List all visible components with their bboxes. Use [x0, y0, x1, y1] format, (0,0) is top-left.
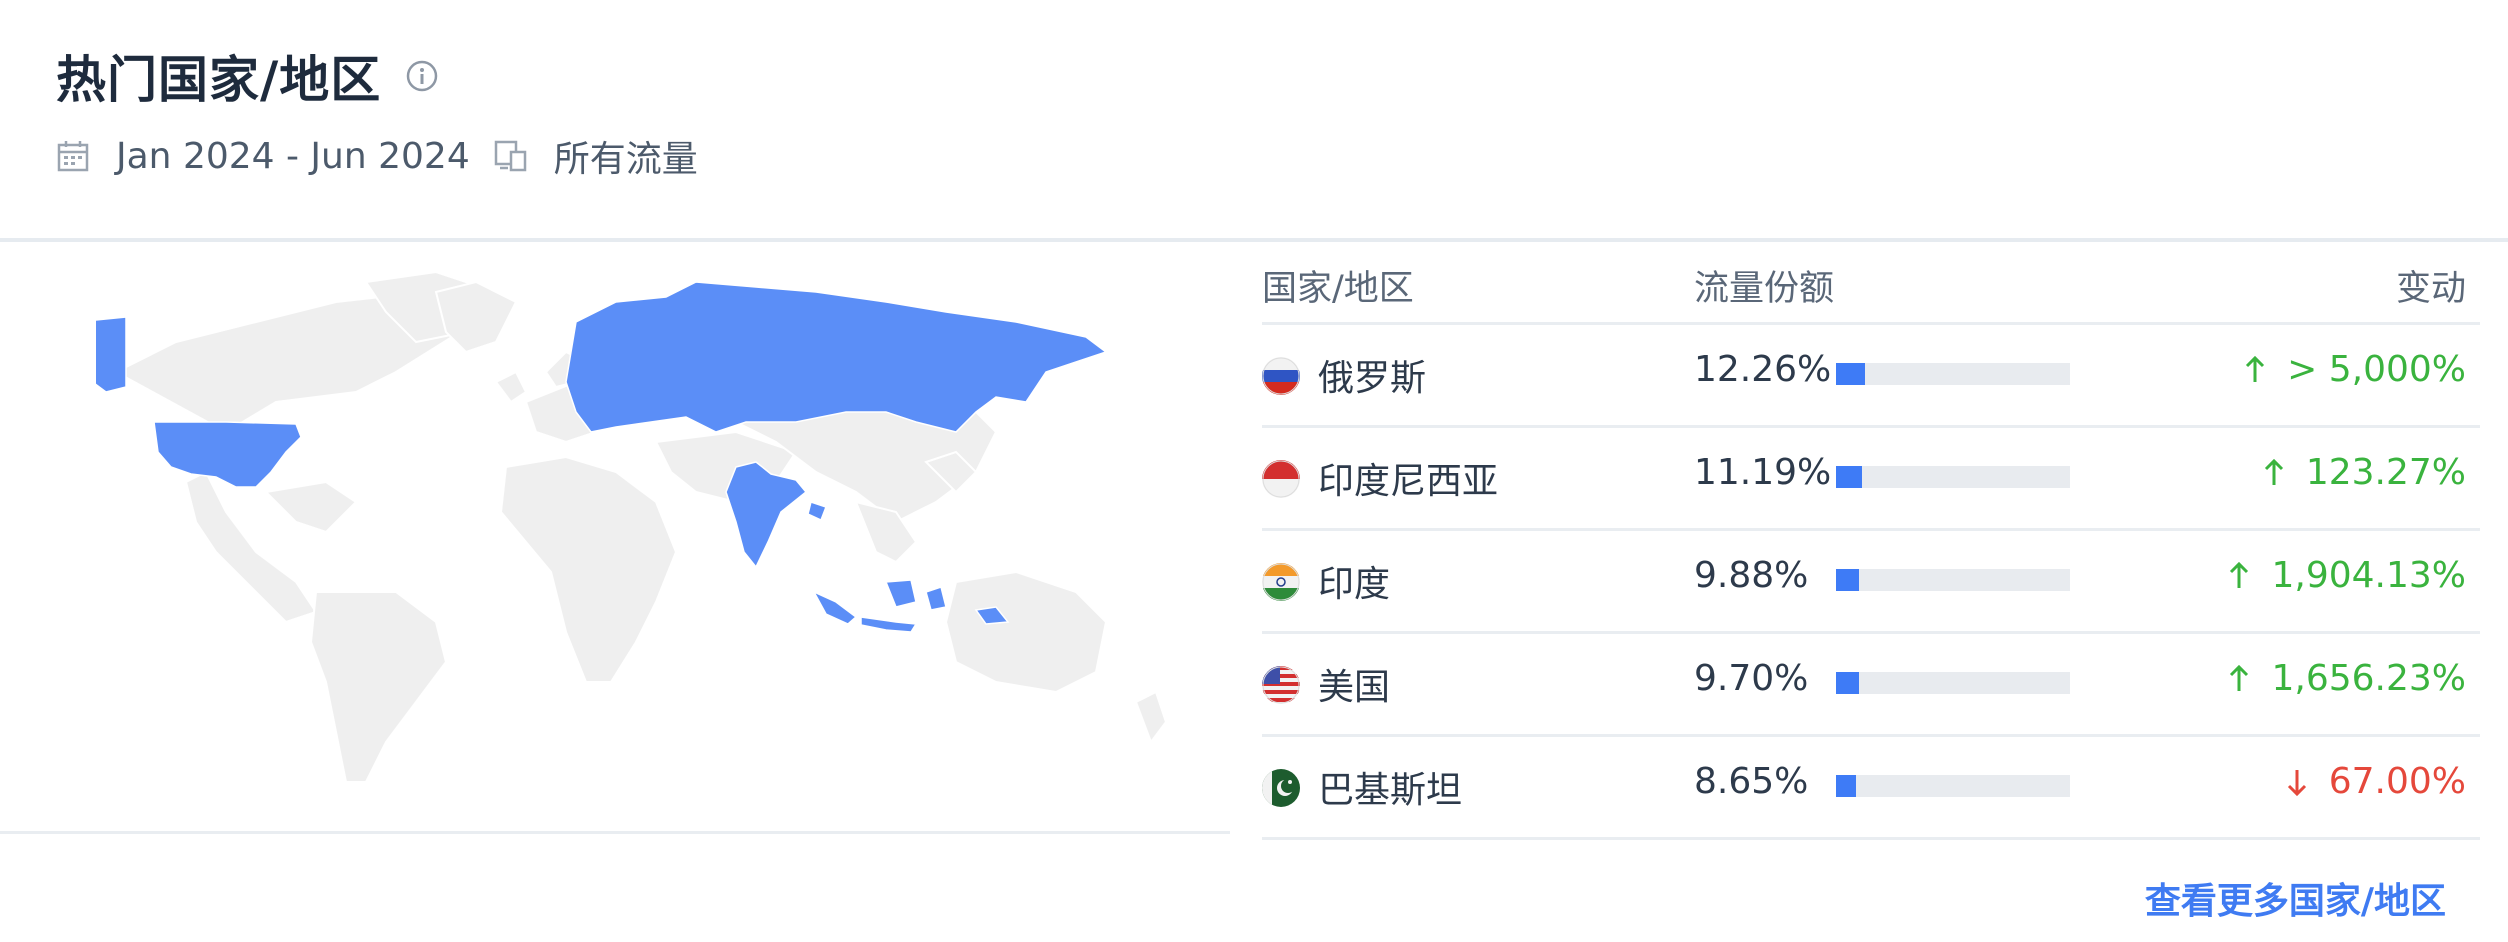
header-divider [0, 238, 2508, 242]
share-bar-fill [1836, 672, 1859, 694]
change-value: 67.00% [2283, 761, 2466, 802]
change-column-header[interactable]: 变动 [2395, 269, 2466, 309]
country-name: 俄罗斯 [1318, 358, 1427, 399]
usa-region [153, 421, 302, 488]
change-value: 1,904.13% [2225, 555, 2466, 596]
map-bottom-divider [0, 831, 1230, 834]
bangladesh-region [807, 501, 827, 522]
usa-flag-icon [1262, 666, 1300, 704]
traffic-share: 9.88% [1694, 555, 1809, 596]
calendar-icon [56, 138, 92, 174]
view-more-countries-link[interactable]: 查看更多国家/地区 [2144, 881, 2446, 922]
traffic-type: 所有流量 [553, 139, 698, 180]
share-bar [1836, 363, 2070, 385]
country-name: 印度尼西亚 [1318, 461, 1499, 502]
table-row[interactable]: 印度 9.88% 1,904.13% [1262, 531, 2480, 634]
info-icon[interactable] [405, 59, 439, 93]
traffic-share: 12.26% [1694, 349, 1832, 390]
traffic-share: 11.19% [1694, 452, 1832, 493]
world-map [70, 262, 1200, 794]
alaska-region [70, 316, 127, 393]
arrow-up-icon [2230, 664, 2249, 691]
country-name: 美国 [1318, 667, 1391, 708]
change-value: > 5,000% [2241, 349, 2466, 390]
india-flag-icon [1262, 563, 1300, 601]
traffic-share: 9.70% [1694, 658, 1809, 699]
change-value: 1,656.23% [2225, 658, 2466, 699]
share-bar-fill [1836, 466, 1863, 488]
india-region [725, 461, 808, 569]
widget-title: 热门国家/地区 [56, 51, 382, 109]
russia-flag-icon [1262, 357, 1300, 395]
papua-region [974, 606, 1010, 625]
table-row[interactable]: 美国 9.70% 1,656.23% [1262, 634, 2480, 737]
russia-region [565, 281, 1108, 433]
widget-header: 热门国家/地区 [56, 36, 439, 116]
share-bar [1836, 466, 2070, 488]
pakistan-flag-icon [1262, 769, 1300, 807]
arrow-up-icon [2246, 355, 2265, 382]
arrow-up-icon [2264, 458, 2283, 485]
borneo-region [884, 579, 917, 608]
share-column-header[interactable]: 流量份额 [1694, 269, 1835, 309]
table-row[interactable]: 俄罗斯 12.26% > 5,000% [1262, 325, 2480, 428]
table-row[interactable]: 印度尼西亚 11.19% 123.27% [1262, 428, 2480, 531]
share-bar-fill [1836, 363, 1865, 385]
devices-icon [494, 138, 530, 174]
indonesia-flag-icon [1262, 460, 1300, 498]
date-range: Jan 2024 - Jun 2024 [116, 135, 470, 177]
country-name: 巴基斯坦 [1318, 770, 1463, 811]
sulawesi-region [925, 586, 947, 611]
country-column-header[interactable]: 国家/地区 [1262, 269, 1414, 309]
table-header: 国家/地区 流量份额 变动 [1262, 242, 2480, 325]
sumatra-region [812, 590, 858, 625]
change-value: 123.27% [2260, 452, 2466, 493]
share-bar-fill [1836, 569, 1860, 591]
table-row[interactable]: 巴基斯坦 8.65% 67.00% [1262, 737, 2480, 840]
traffic-share: 8.65% [1694, 761, 1809, 802]
share-bar-fill [1836, 775, 1857, 797]
country-table: 国家/地区 流量份额 变动 俄罗斯 12.26% > 5,000% 印度尼西亚 … [1262, 242, 2480, 840]
java-region [860, 616, 918, 633]
arrow-down-icon [2287, 769, 2306, 796]
widget-meta: Jan 2024 - Jun 2024 所有流量 [56, 126, 698, 186]
country-name: 印度 [1318, 564, 1391, 605]
share-bar [1836, 672, 2070, 694]
share-bar [1836, 775, 2070, 797]
arrow-up-icon [2230, 561, 2249, 588]
share-bar [1836, 569, 2070, 591]
